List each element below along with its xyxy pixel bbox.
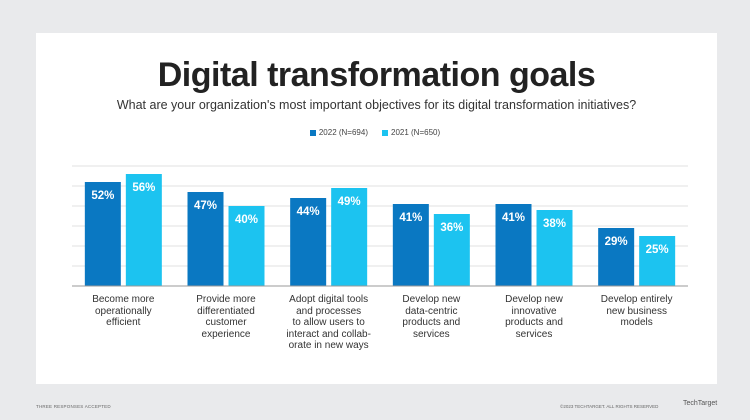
category-label-line: products and [402, 317, 461, 328]
category-label-line: models [620, 317, 653, 328]
data-label-2022-4: 41% [502, 212, 525, 224]
data-label-2022-3: 41% [399, 212, 422, 224]
chart-legend: 2022 (N=694) 2021 (N=650) [0, 128, 750, 137]
category-label-line: data-centric [405, 305, 458, 317]
category-label-line: Become more [92, 294, 155, 305]
category-label-line: efficient [106, 317, 141, 328]
data-label-2022-2: 44% [297, 206, 320, 218]
legend-label-2021: 2021 (N=650) [391, 128, 441, 137]
bar-2021-0 [125, 174, 162, 286]
category-label-line: Develop new [402, 294, 461, 305]
category-label-5: Develop entirely new business models [587, 294, 687, 329]
category-label-line: new business [606, 305, 667, 317]
bar-2022-2 [290, 198, 327, 286]
data-label-2021-3: 36% [440, 222, 463, 234]
category-label-line: Adopt digital tools [289, 294, 369, 305]
category-label-line: customer [205, 317, 247, 328]
data-label-2022-5: 29% [605, 236, 628, 248]
chart-subtitle: What are your organization's most import… [116, 98, 637, 112]
chart-title: Digital transformation goals [157, 56, 596, 94]
bar-2021-5 [639, 236, 676, 286]
category-label-line: and processes [296, 305, 362, 317]
data-label-2021-4: 38% [543, 218, 566, 230]
bar-2021-2 [331, 188, 368, 286]
bar-2021-3 [433, 214, 470, 286]
footnote: THREE RESPONSES ACCEPTED [36, 404, 111, 409]
category-label-line: Provide more [196, 294, 256, 305]
category-label-line: Develop new [505, 294, 563, 305]
category-label-line: to allow users to [292, 317, 365, 328]
bar-2022-0 [84, 182, 121, 286]
legend-item-2021: 2021 (N=650) [382, 128, 440, 137]
bar-2022-4 [495, 204, 532, 286]
legend-swatch-2021 [382, 129, 388, 136]
category-label-2: Adopt digital tools and processes to allow… [279, 294, 379, 352]
data-label-2021-5: 25% [646, 244, 669, 256]
category-label-0: Become more operationally efficient [73, 294, 173, 329]
copyright: ©2023 TECHTARGET. ALL RIGHTS RESERVED [560, 404, 659, 409]
category-label-4: Develop new innovative products and service… [484, 294, 584, 340]
bar-2021-1 [228, 206, 265, 286]
data-label-2021-2: 49% [338, 196, 361, 208]
category-label-line: experience [201, 328, 251, 340]
category-label-line: services [412, 328, 450, 340]
data-label-2021-1: 40% [235, 214, 258, 226]
category-label-line: interact and collab- [286, 328, 371, 340]
brand-logo: TechTarget [683, 400, 718, 407]
bar-2022-1 [187, 192, 224, 286]
category-label-line: services [515, 328, 553, 340]
category-label-3: Develop new data-centric products and servi… [381, 294, 481, 340]
legend-label-2022: 2022 (N=694) [318, 128, 368, 137]
category-label-line: Develop entirely [600, 294, 673, 305]
bar-2021-4 [536, 210, 573, 286]
legend-item-2022: 2022 (N=694) [309, 128, 368, 137]
data-label-2021-0: 56% [132, 182, 155, 194]
data-label-2022-0: 52% [91, 190, 114, 202]
category-label-1: Provide more differentiated customer experi… [176, 294, 276, 340]
category-label-line: differentiated [197, 305, 255, 317]
category-label-line: orate in new ways [288, 340, 369, 351]
bar-2022-5 [598, 228, 635, 286]
category-label-line: products and [505, 317, 563, 328]
legend-swatch-2022 [309, 129, 316, 136]
bar-2022-3 [392, 204, 429, 286]
category-label-line: operationally [94, 305, 152, 317]
data-label-2022-1: 47% [194, 200, 217, 212]
category-label-line: innovative [511, 305, 557, 317]
